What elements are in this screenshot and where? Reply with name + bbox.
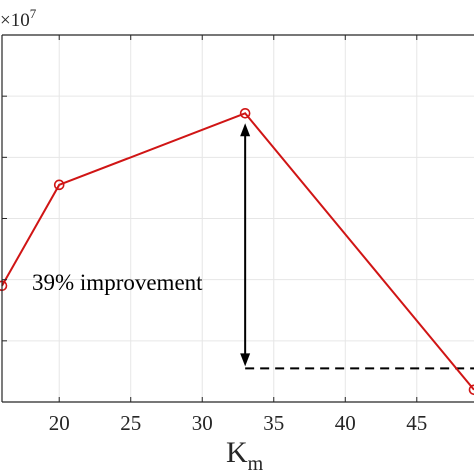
- improvement-annotation-text: 39% improvement: [32, 270, 203, 295]
- grid-lines: [2, 35, 474, 402]
- series-point: [239, 107, 251, 119]
- series-line: [1, 112, 474, 391]
- series-point: [468, 384, 474, 396]
- improvement-arrow-head-top: [240, 123, 251, 137]
- x-tick-label: 30: [192, 411, 213, 435]
- x-tick-label: 20: [49, 411, 70, 435]
- x-tick-label: 25: [120, 411, 141, 435]
- x-tick-label: 35: [263, 411, 284, 435]
- tick-labels: 20 25 30 35 40 45: [49, 411, 428, 435]
- series-point: [53, 179, 65, 191]
- y-exponent-label: ×107: [0, 6, 37, 31]
- annotation-layer: 39% improvement: [32, 123, 251, 367]
- axes-frame: [1, 34, 474, 403]
- improvement-arrow-head-bottom: [240, 353, 251, 367]
- x-axis-title: Km: [226, 436, 264, 474]
- x-tick-label: 45: [406, 411, 427, 435]
- x-tick-label: 40: [335, 411, 356, 435]
